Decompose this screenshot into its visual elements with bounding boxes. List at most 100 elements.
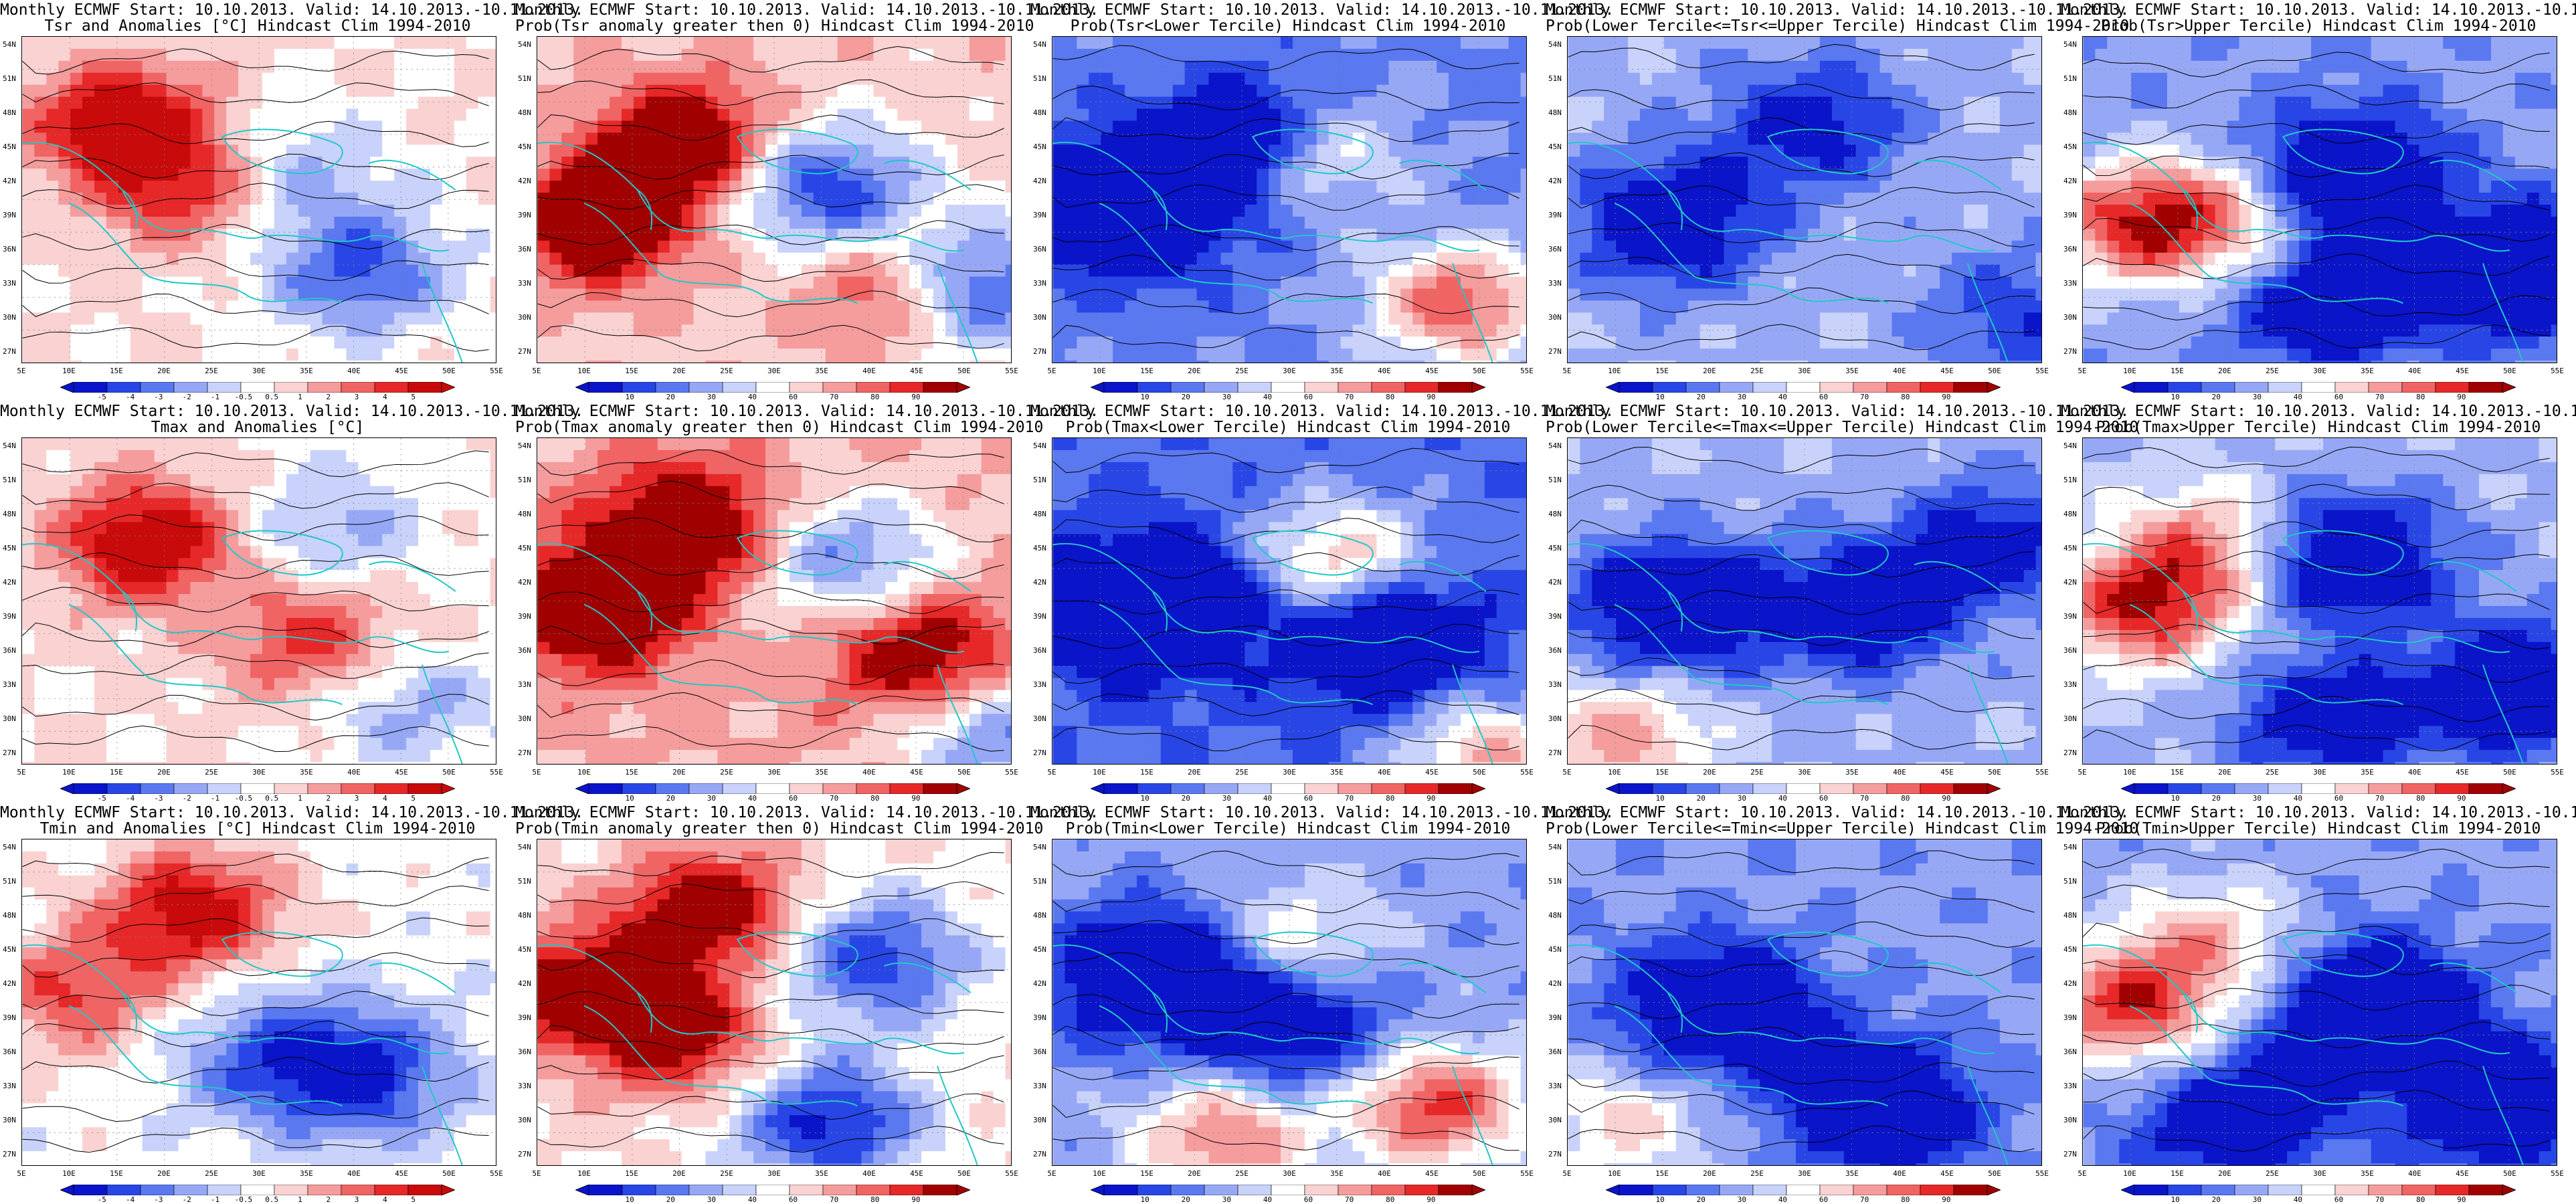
field-cell bbox=[1699, 37, 1713, 49]
field-cell bbox=[1651, 84, 1665, 98]
field-cell bbox=[657, 60, 670, 74]
field-cell bbox=[729, 276, 743, 290]
field-cell bbox=[70, 264, 84, 278]
field-cell bbox=[94, 361, 107, 363]
colorbar-arrow-left bbox=[575, 382, 589, 393]
field-cell bbox=[585, 181, 599, 194]
field-cell bbox=[753, 336, 767, 350]
field-cell bbox=[1089, 288, 1102, 302]
field-cell bbox=[645, 228, 658, 241]
coastline bbox=[1667, 189, 1683, 230]
field-cell bbox=[1904, 72, 1917, 86]
field-cell bbox=[430, 361, 443, 363]
field-cell bbox=[1928, 264, 1941, 278]
field-cell bbox=[1172, 72, 1186, 86]
field-cell bbox=[490, 336, 496, 350]
field-cell bbox=[1496, 361, 1509, 363]
field-cell bbox=[406, 264, 420, 278]
field-cell bbox=[1724, 84, 1737, 98]
field-cell bbox=[1437, 288, 1450, 302]
field-cell bbox=[1460, 48, 1473, 62]
field-cell bbox=[1184, 348, 1198, 362]
field-cell bbox=[777, 157, 790, 170]
field-cell bbox=[897, 181, 911, 194]
field-cell bbox=[1819, 204, 1833, 217]
field-cell bbox=[2251, 48, 2264, 62]
field-cell bbox=[1052, 181, 1066, 194]
field-cell bbox=[178, 361, 191, 363]
field-cell bbox=[957, 108, 970, 122]
field-cell bbox=[645, 193, 658, 205]
field-cell bbox=[466, 348, 479, 362]
field-cell bbox=[657, 84, 670, 98]
field-cell bbox=[82, 288, 96, 302]
field-cell bbox=[1796, 193, 1809, 205]
field-cell bbox=[1196, 324, 1210, 338]
coastline bbox=[1452, 263, 1493, 363]
field-cell bbox=[1879, 324, 1893, 338]
field-cell bbox=[645, 48, 658, 62]
field-cell bbox=[130, 252, 143, 266]
field-cell bbox=[1437, 300, 1450, 314]
field-cell bbox=[1855, 48, 1869, 62]
colorbar-tick-label: -4 bbox=[125, 393, 135, 401]
field-cell bbox=[1089, 60, 1102, 74]
field-cell bbox=[1328, 361, 1342, 363]
field-cell bbox=[1281, 108, 1293, 122]
field-cell bbox=[1136, 240, 1149, 254]
field-cell bbox=[238, 84, 252, 98]
field-cell bbox=[1400, 132, 1414, 146]
field-cell bbox=[298, 72, 311, 86]
field-cell bbox=[2215, 60, 2228, 74]
field-cell bbox=[777, 181, 790, 194]
colorbar-tick-label: -0.5 bbox=[234, 393, 253, 401]
field-cell bbox=[406, 348, 420, 362]
field-cell bbox=[202, 204, 215, 217]
field-cell bbox=[789, 157, 802, 170]
field-cell bbox=[837, 60, 850, 74]
field-cell bbox=[1580, 60, 1593, 74]
field-cell bbox=[909, 276, 923, 290]
field-cell bbox=[70, 216, 84, 229]
field-cell bbox=[1928, 312, 1941, 326]
field-cell bbox=[1675, 252, 1689, 266]
field-cell bbox=[537, 60, 551, 74]
field-cell bbox=[2011, 348, 2025, 362]
field-cell bbox=[969, 96, 982, 110]
field-cell bbox=[753, 108, 767, 122]
field-cell bbox=[1640, 96, 1653, 110]
field-cell bbox=[693, 193, 707, 205]
field-cell bbox=[537, 48, 551, 62]
field-cell bbox=[1184, 204, 1198, 217]
field-cell bbox=[322, 48, 335, 62]
field-cell bbox=[1196, 48, 1210, 62]
field-cell bbox=[610, 144, 622, 158]
field-cell bbox=[825, 336, 838, 350]
field-cell bbox=[1281, 252, 1293, 266]
field-cell bbox=[466, 228, 479, 241]
field-cell bbox=[226, 288, 240, 302]
field-cell bbox=[969, 169, 982, 182]
field-cell bbox=[310, 300, 323, 314]
field-cell bbox=[1712, 300, 1725, 314]
field-cell bbox=[1496, 72, 1509, 86]
field-cell bbox=[1208, 60, 1222, 74]
field-cell bbox=[1196, 312, 1210, 326]
field-cell bbox=[1437, 37, 1450, 49]
field-cell bbox=[2035, 48, 2041, 62]
field-cell bbox=[741, 193, 755, 205]
field-cell bbox=[1496, 60, 1509, 74]
field-cell bbox=[981, 169, 994, 182]
field-cell bbox=[1208, 72, 1222, 86]
field-cell bbox=[1916, 312, 1929, 326]
field-cell bbox=[1472, 288, 1485, 302]
field-cell bbox=[1172, 204, 1186, 217]
field-cell bbox=[1640, 193, 1653, 205]
field-cell bbox=[1220, 96, 1234, 110]
field-cell bbox=[621, 324, 634, 338]
field-cell bbox=[1388, 336, 1402, 350]
field-cell bbox=[1592, 204, 1605, 217]
field-cell bbox=[1328, 288, 1342, 302]
field-cell bbox=[1772, 84, 1785, 98]
field-cell bbox=[154, 96, 167, 110]
